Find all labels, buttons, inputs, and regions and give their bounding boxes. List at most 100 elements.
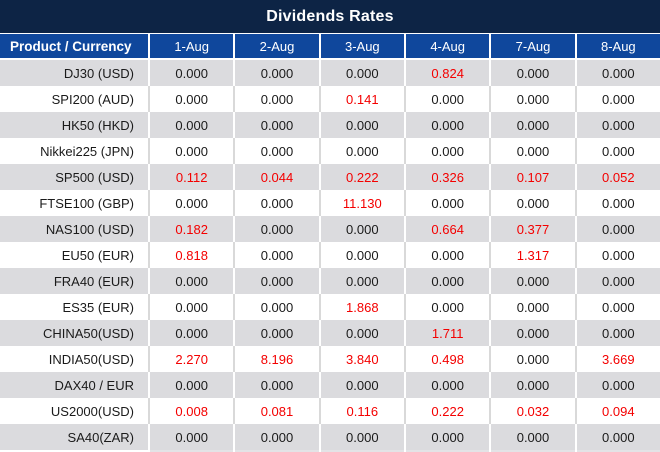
value-cell: 0.000 — [318, 424, 404, 450]
value-cell: 0.000 — [574, 216, 660, 242]
value-cell: 0.000 — [318, 320, 404, 346]
value-cell: 1.711 — [404, 320, 489, 346]
value-cell: 0.000 — [404, 294, 489, 320]
value-cell: 0.377 — [489, 216, 574, 242]
table-row: Nikkei225 (JPN) 0.000 0.000 0.000 0.000 0.00… — [0, 138, 660, 164]
value-cell: 0.182 — [148, 216, 233, 242]
table-row: FRA40 (EUR) 0.000 0.000 0.000 0.000 0.000 0.0… — [0, 268, 660, 294]
value-cell: 0.000 — [489, 190, 574, 216]
value-cell: 3.669 — [574, 346, 660, 372]
value-cell: 0.222 — [318, 164, 404, 190]
value-cell: 0.000 — [574, 294, 660, 320]
value-cell: 0.000 — [574, 424, 660, 450]
product-cell: HK50 (HKD) — [61, 117, 134, 133]
value-cell: 0.000 — [233, 216, 318, 242]
value-cell: 0.000 — [233, 190, 318, 216]
value-cell: 8.196 — [233, 346, 318, 372]
value-cell: 0.000 — [489, 320, 574, 346]
column-header-2-aug: 2-Aug — [233, 34, 318, 58]
value-cell: 0.000 — [404, 424, 489, 450]
product-cell: SP500 (USD) — [55, 169, 134, 185]
table-row: DJ30 (USD) 0.000 0.000 0.000 0.824 0.000 0.00… — [0, 60, 660, 86]
value-cell: 0.000 — [574, 138, 660, 164]
value-cell: 0.000 — [404, 86, 489, 112]
value-cell: 0.000 — [574, 320, 660, 346]
value-cell: 0.044 — [233, 164, 318, 190]
value-cell: 0.000 — [233, 242, 318, 268]
value-cell: 0.000 — [233, 138, 318, 164]
value-cell: 0.000 — [233, 86, 318, 112]
value-cell: 0.107 — [489, 164, 574, 190]
value-cell: 0.000 — [148, 372, 233, 398]
column-header-7-aug: 7-Aug — [489, 34, 574, 58]
value-cell: 0.000 — [574, 60, 660, 86]
column-header-1-aug: 1-Aug — [148, 34, 233, 58]
column-header-8-aug: 8-Aug — [574, 34, 660, 58]
value-cell: 0.326 — [404, 164, 489, 190]
value-cell: 0.000 — [148, 112, 233, 138]
value-cell: 0.000 — [574, 190, 660, 216]
value-cell: 0.000 — [318, 138, 404, 164]
value-cell: 0.664 — [404, 216, 489, 242]
value-cell: 0.000 — [233, 294, 318, 320]
value-cell: 0.000 — [489, 112, 574, 138]
table-row: CHINA50(USD) 0.000 0.000 0.000 1.711 0.000 0.… — [0, 320, 660, 346]
table-row: DAX40 / EUR 0.000 0.000 0.000 0.000 0.000 0.0… — [0, 372, 660, 398]
value-cell: 0.141 — [318, 86, 404, 112]
value-cell: 0.000 — [148, 190, 233, 216]
value-cell: 0.116 — [318, 398, 404, 424]
value-cell: 0.000 — [233, 60, 318, 86]
product-cell: US2000(USD) — [50, 403, 134, 419]
value-cell: 0.000 — [404, 138, 489, 164]
product-cell: ES35 (EUR) — [62, 299, 134, 315]
table-row: HK50 (HKD) 0.000 0.000 0.000 0.000 0.000 0.00… — [0, 112, 660, 138]
value-cell: 0.818 — [148, 242, 233, 268]
value-cell: 0.000 — [233, 424, 318, 450]
product-cell: EU50 (EUR) — [61, 247, 134, 263]
value-cell: 0.000 — [489, 346, 574, 372]
value-cell: 0.000 — [233, 112, 318, 138]
value-cell: 0.094 — [574, 398, 660, 424]
value-cell: 0.000 — [404, 372, 489, 398]
value-cell: 0.824 — [404, 60, 489, 86]
column-header-4-aug: 4-Aug — [404, 34, 489, 58]
table-row: INDIA50(USD) 2.270 8.196 3.840 0.498 0.000 3.… — [0, 346, 660, 372]
title-bar: Dividends Rates — [0, 0, 660, 34]
product-cell: INDIA50(USD) — [48, 351, 134, 367]
value-cell: 0.000 — [489, 138, 574, 164]
value-cell: 0.000 — [148, 320, 233, 346]
table-row: SA40(ZAR) 0.000 0.000 0.000 0.000 0.000 0.000 — [0, 424, 660, 450]
value-cell: 0.000 — [233, 268, 318, 294]
product-cell: CHINA50(USD) — [42, 325, 134, 341]
table-row: FTSE100 (GBP) 0.000 0.000 11.130 0.000 0.000… — [0, 190, 660, 216]
product-cell: Nikkei225 (JPN) — [40, 143, 134, 159]
column-header-3-aug: 3-Aug — [318, 34, 404, 58]
value-cell: 0.052 — [574, 164, 660, 190]
value-cell: 0.000 — [148, 424, 233, 450]
column-header-product-currency: Product / Currency — [10, 38, 132, 54]
table-row: US2000(USD) 0.008 0.081 0.116 0.222 0.032 0.0… — [0, 398, 660, 424]
value-cell: 0.008 — [148, 398, 233, 424]
value-cell: 0.000 — [233, 320, 318, 346]
value-cell: 0.000 — [148, 138, 233, 164]
table-row: NAS100 (USD) 0.182 0.000 0.000 0.664 0.377 0.… — [0, 216, 660, 242]
product-cell: SPI200 (AUD) — [51, 91, 134, 107]
value-cell: 0.000 — [489, 424, 574, 450]
value-cell: 0.000 — [148, 268, 233, 294]
value-cell: 0.000 — [404, 190, 489, 216]
product-cell: FTSE100 (GBP) — [39, 195, 134, 211]
value-cell: 0.000 — [233, 372, 318, 398]
value-cell: 0.000 — [318, 60, 404, 86]
value-cell: 0.000 — [404, 112, 489, 138]
value-cell: 0.000 — [489, 294, 574, 320]
value-cell: 0.000 — [318, 242, 404, 268]
value-cell: 0.222 — [404, 398, 489, 424]
value-cell: 0.000 — [318, 216, 404, 242]
value-cell: 0.000 — [148, 294, 233, 320]
value-cell: 0.000 — [148, 60, 233, 86]
value-cell: 0.081 — [233, 398, 318, 424]
value-cell: 1.868 — [318, 294, 404, 320]
value-cell: 0.000 — [148, 86, 233, 112]
value-cell: 1.317 — [489, 242, 574, 268]
